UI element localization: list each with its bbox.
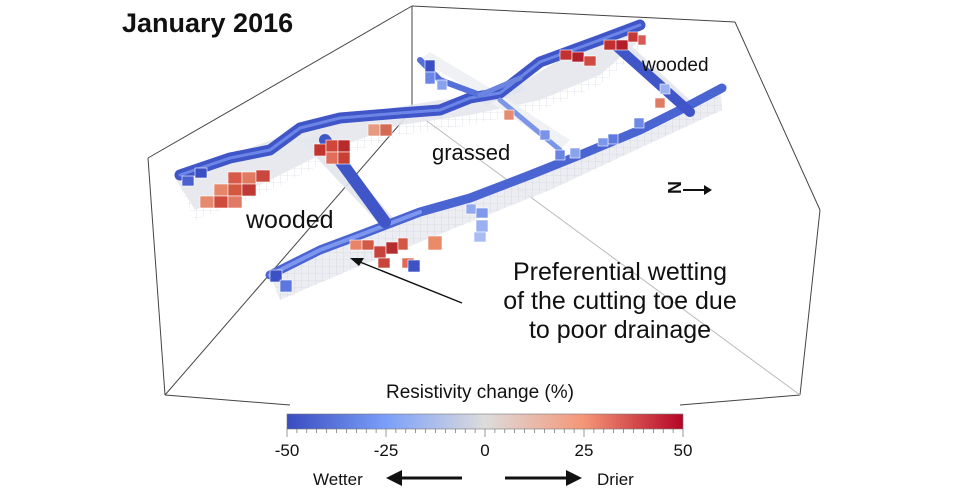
annotation-text: Preferential wetting of the cutting toe … xyxy=(470,258,770,344)
drier-label: Drier xyxy=(597,470,634,489)
colorbar-tick-label: 0 xyxy=(480,441,490,460)
colorbar-title: Resistivity change (%) xyxy=(386,382,574,403)
north-arrow xyxy=(683,185,712,195)
colorbar-tick-label: -25 xyxy=(373,441,399,460)
dry-voxels xyxy=(199,31,666,269)
label-wooded-left: wooded xyxy=(246,206,334,234)
colorbar-gradient xyxy=(286,413,684,430)
annotation-line-3: to poor drainage xyxy=(528,315,712,344)
north-label: N xyxy=(664,181,684,194)
figure-title: January 2016 xyxy=(122,8,294,38)
wetter-arrow xyxy=(386,470,462,486)
colorbar-tick-label: 50 xyxy=(673,441,693,460)
colorbar-tick-label: -50 xyxy=(274,441,300,460)
bounding-box xyxy=(147,5,821,406)
label-grassed: grassed xyxy=(432,140,511,165)
colorbar xyxy=(286,413,684,437)
colorbar-tick-label: 25 xyxy=(574,441,594,460)
annotation-line-1: Preferential wetting xyxy=(512,258,727,286)
annotation-line-2: of the cutting toe due xyxy=(503,286,737,315)
annotation-arrow xyxy=(350,258,463,304)
wetter-label: Wetter xyxy=(313,470,363,489)
colorbar-minor-ticks xyxy=(286,429,684,437)
wet-voxels xyxy=(181,59,671,293)
label-wooded-right: wooded xyxy=(642,55,709,76)
wet-band-upper xyxy=(174,19,646,181)
drier-arrow xyxy=(505,470,582,486)
